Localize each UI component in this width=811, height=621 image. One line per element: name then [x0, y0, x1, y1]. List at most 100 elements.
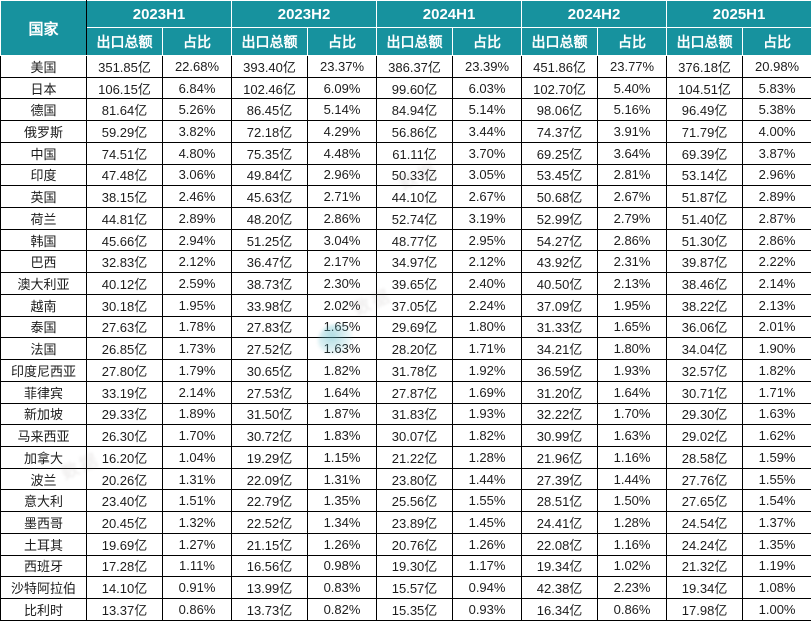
export-amount-cell: 106.15亿 [86, 76, 163, 100]
share-cell: 1.80% [597, 337, 668, 361]
export-amount-cell: 351.85亿 [86, 55, 163, 78]
share-cell: 1.11% [161, 554, 233, 578]
export-amount-cell: 52.99亿 [521, 207, 599, 230]
share-cell: 2.40% [452, 272, 523, 295]
export-amount-cell: 69.25亿 [521, 141, 599, 165]
export-amount-cell: 40.50亿 [521, 272, 599, 295]
export-amount-cell: 69.39亿 [666, 141, 744, 165]
share-cell: 1.63% [307, 337, 378, 361]
column-header-share: 占比 [597, 27, 668, 56]
export-amount-cell: 28.58亿 [666, 445, 744, 469]
country-cell: 西班牙 [0, 554, 87, 578]
export-amount-cell: 49.84亿 [231, 163, 309, 187]
table-row: 澳大利亚 40.12亿 2.59% 38.73亿 2.30% 39.65亿 2.40% 40.… [0, 272, 811, 295]
export-amount-cell: 27.80亿 [86, 359, 163, 382]
share-cell: 1.65% [307, 315, 378, 339]
share-cell: 23.39% [452, 55, 523, 78]
share-cell: 3.82% [161, 120, 233, 143]
share-cell: 1.64% [307, 380, 378, 404]
share-cell: 1.31% [307, 467, 378, 491]
share-cell: 23.77% [597, 55, 668, 78]
share-cell: 1.65% [597, 315, 668, 339]
share-cell: 1.79% [161, 359, 233, 382]
export-amount-cell: 20.26亿 [86, 467, 163, 491]
share-cell: 6.84% [161, 76, 233, 100]
export-amount-cell: 30.18亿 [86, 293, 163, 317]
export-amount-cell: 45.63亿 [231, 185, 309, 209]
export-amount-cell: 52.74亿 [376, 207, 454, 230]
export-amount-cell: 36.06亿 [666, 315, 744, 339]
export-amount-cell: 28.51亿 [521, 489, 599, 513]
share-cell: 1.31% [161, 467, 233, 491]
export-amount-cell: 30.65亿 [231, 359, 309, 382]
share-cell: 1.37% [742, 511, 811, 534]
country-cell: 美国 [0, 55, 87, 78]
export-amount-cell: 104.51亿 [666, 76, 744, 100]
share-cell: 3.44% [452, 120, 523, 143]
export-amount-cell: 54.27亿 [521, 228, 599, 252]
export-amount-cell: 102.46亿 [231, 76, 309, 100]
table-row: 俄罗斯 59.29亿 3.82% 72.18亿 4.29% 56.86亿 3.44% 74.3… [0, 120, 811, 143]
share-cell: 2.86% [307, 207, 378, 230]
table-row: 波兰 20.26亿 1.31% 22.09亿 1.31% 23.80亿 1.44% 27.39… [0, 467, 811, 491]
share-cell: 1.16% [597, 532, 668, 556]
export-amount-cell: 38.22亿 [666, 293, 744, 317]
export-amount-cell: 13.37亿 [86, 597, 163, 621]
share-cell: 0.93% [452, 597, 523, 621]
column-header-period-2024h2: 2024H2 [521, 0, 668, 28]
country-cell: 俄罗斯 [0, 120, 87, 143]
export-amount-cell: 32.22亿 [521, 402, 599, 426]
share-cell: 5.16% [597, 98, 668, 122]
share-cell: 2.14% [742, 272, 811, 295]
export-amount-cell: 51.30亿 [666, 228, 744, 252]
share-cell: 5.40% [597, 76, 668, 100]
table-row: 印度尼西亚 27.80亿 1.79% 30.65亿 1.82% 31.78亿 1.92% 36… [0, 359, 811, 382]
country-cell: 韩国 [0, 228, 87, 252]
export-amount-cell: 37.09亿 [521, 293, 599, 317]
export-amount-cell: 74.51亿 [86, 141, 163, 165]
export-amount-cell: 22.08亿 [521, 532, 599, 556]
share-cell: 1.80% [452, 315, 523, 339]
export-amount-cell: 34.21亿 [521, 337, 599, 361]
share-cell: 0.94% [452, 576, 523, 599]
export-amount-cell: 44.10亿 [376, 185, 454, 209]
export-amount-cell: 27.63亿 [86, 315, 163, 339]
table-row: 英国 38.15亿 2.46% 45.63亿 2.71% 44.10亿 2.67% 50.68… [0, 185, 811, 209]
share-cell: 1.95% [161, 293, 233, 317]
export-amount-cell: 48.77亿 [376, 228, 454, 252]
share-cell: 1.00% [742, 597, 811, 621]
export-amount-cell: 451.86亿 [521, 55, 599, 78]
share-cell: 2.17% [307, 250, 378, 274]
export-amount-cell: 16.34亿 [521, 597, 599, 621]
export-amount-cell: 27.76亿 [666, 467, 744, 491]
country-cell: 比利时 [0, 597, 87, 621]
export-amount-cell: 74.37亿 [521, 120, 599, 143]
export-amount-cell: 45.66亿 [86, 228, 163, 252]
share-cell: 1.78% [161, 315, 233, 339]
share-cell: 20.98% [742, 55, 811, 78]
share-cell: 2.46% [161, 185, 233, 209]
share-cell: 3.64% [597, 141, 668, 165]
share-cell: 3.87% [742, 141, 811, 165]
column-header-share: 占比 [742, 27, 811, 56]
share-cell: 1.87% [307, 402, 378, 426]
export-amount-cell: 376.18亿 [666, 55, 744, 78]
share-cell: 4.80% [161, 141, 233, 165]
share-cell: 1.89% [161, 402, 233, 426]
export-amount-cell: 23.80亿 [376, 467, 454, 491]
share-cell: 3.19% [452, 207, 523, 230]
export-amount-cell: 27.65亿 [666, 489, 744, 513]
share-cell: 2.12% [452, 250, 523, 274]
country-cell: 马来西亚 [0, 424, 87, 447]
share-cell: 3.70% [452, 141, 523, 165]
share-cell: 0.83% [307, 576, 378, 599]
share-cell: 22.68% [161, 55, 233, 78]
table-header: 国家 2023H1 2023H2 2024H1 2024H2 2025H1 出口… [0, 0, 811, 56]
export-amount-cell: 22.79亿 [231, 489, 309, 513]
export-amount-cell: 22.09亿 [231, 467, 309, 491]
table-row: 巴西 32.83亿 2.12% 36.47亿 2.17% 34.97亿 2.12% 43.92… [0, 250, 811, 274]
table-row: 加拿大 16.20亿 1.04% 19.29亿 1.15% 21.22亿 1.28% 21.9… [0, 445, 811, 469]
share-cell: 1.19% [742, 554, 811, 578]
export-amount-cell: 21.15亿 [231, 532, 309, 556]
